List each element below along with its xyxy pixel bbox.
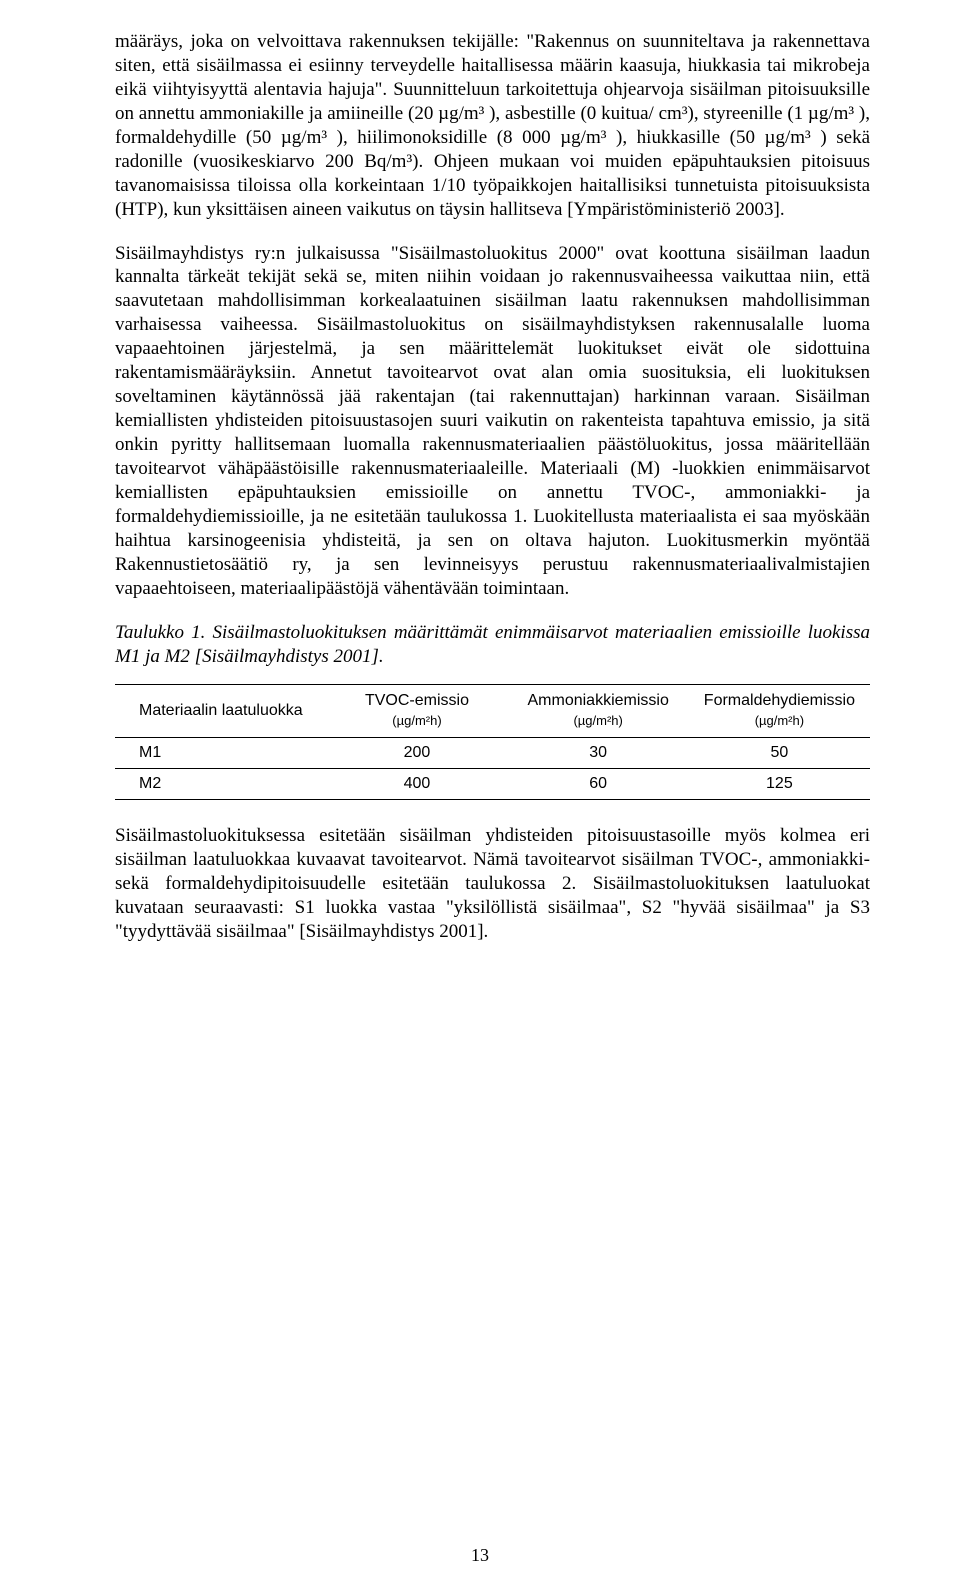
table-header-row: Materiaalin laatuluokka TVOC-emissio (µg…	[115, 685, 870, 738]
page-number: 13	[0, 1545, 960, 1566]
table-row: M2 400 60 125	[115, 769, 870, 800]
paragraph-1: määräys, joka on velvoittava rakennuksen…	[115, 30, 870, 222]
cell-m1-label: M1	[115, 738, 326, 769]
page-container: määräys, joka on velvoittava rakennuksen…	[0, 0, 960, 1596]
paragraph-2: Sisäilmayhdistys ry:n julkaisussa "Sisäi…	[115, 242, 870, 601]
col-header-material: Materiaalin laatuluokka	[115, 685, 326, 738]
col-header-formaldehyde: Formaldehydiemissio (µg/m²h)	[689, 685, 870, 738]
table-1-caption: Taulukko 1. Sisäilmastoluokituksen määri…	[115, 621, 870, 669]
cell-m1-ammonia: 30	[508, 738, 689, 769]
col-header-tvoc-unit: (µg/m²h)	[392, 713, 441, 728]
col-header-ammonia: Ammoniakkiemissio (µg/m²h)	[508, 685, 689, 738]
paragraph-3: Sisäilmastoluokituksessa esitetään sisäi…	[115, 824, 870, 944]
table-row: M1 200 30 50	[115, 738, 870, 769]
cell-m1-formaldehyde: 50	[689, 738, 870, 769]
col-header-material-text: Materiaalin laatuluokka	[139, 702, 303, 719]
cell-m2-label: M2	[115, 769, 326, 800]
table-1-emissions: Materiaalin laatuluokka TVOC-emissio (µg…	[115, 684, 870, 800]
col-header-ammonia-unit: (µg/m²h)	[573, 713, 622, 728]
col-header-ammonia-text: Ammoniakkiemissio	[527, 692, 668, 709]
cell-m2-formaldehyde: 125	[689, 769, 870, 800]
col-header-formaldehyde-text: Formaldehydiemissio	[704, 692, 855, 709]
cell-m2-tvoc: 400	[326, 769, 507, 800]
cell-m2-ammonia: 60	[508, 769, 689, 800]
col-header-formaldehyde-unit: (µg/m²h)	[755, 713, 804, 728]
col-header-tvoc-text: TVOC-emissio	[365, 692, 469, 709]
col-header-tvoc: TVOC-emissio (µg/m²h)	[326, 685, 507, 738]
cell-m1-tvoc: 200	[326, 738, 507, 769]
